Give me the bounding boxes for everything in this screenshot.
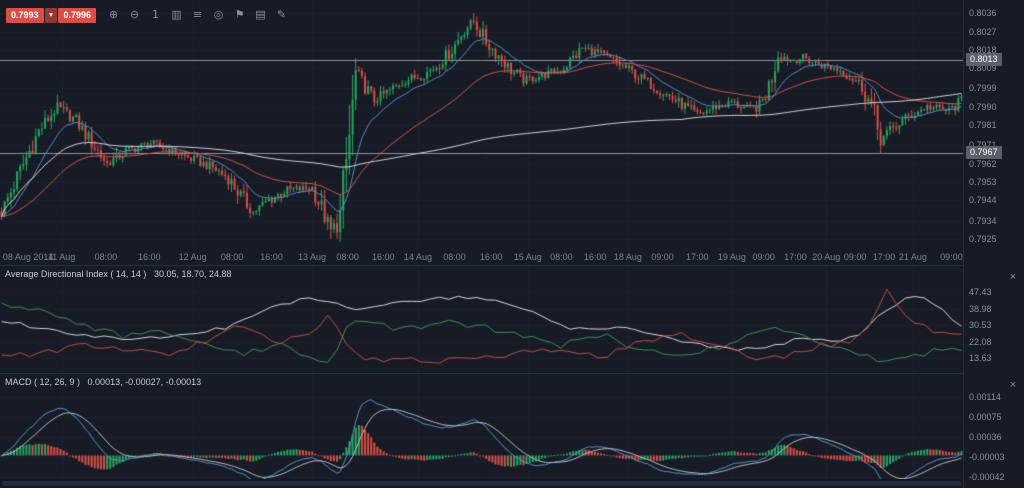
time-axis-label: 08:00 bbox=[443, 252, 466, 262]
axis-label: 22.08 bbox=[969, 336, 992, 347]
crosshair-icon: ◎ bbox=[213, 8, 224, 21]
ask-price-button[interactable]: 0.7996 bbox=[58, 7, 96, 23]
time-axis-label: 09:00 bbox=[752, 252, 775, 262]
indicators-icon: ≡ bbox=[192, 8, 203, 21]
axis-label: 0.00036 bbox=[969, 432, 1002, 442]
time-axis-label: 16:00 bbox=[137, 252, 161, 262]
adx-indicator-title: Average Directional Index ( 14, 14 ) bbox=[5, 269, 147, 279]
time-axis-label: 20 Aug bbox=[812, 252, 841, 262]
macd-panel-header: MACD ( 12, 26, 9 ) 0.00013, -0.00027, -0… bbox=[5, 377, 201, 388]
time-axis-label: 12 Aug bbox=[178, 252, 207, 262]
axis-label: 0.7962 bbox=[969, 158, 997, 169]
time-axis-label: 09:00 bbox=[843, 252, 867, 262]
time-axis-label: 14 Aug bbox=[403, 252, 432, 262]
time-axis-label: 09:00 bbox=[940, 252, 963, 262]
draw-icon: ✎ bbox=[276, 8, 287, 21]
macd-indicator-title: MACD ( 12, 26, 9 ) bbox=[5, 377, 81, 387]
macd-panel-close-button[interactable]: × bbox=[1006, 378, 1020, 391]
axis-label: 0.7934 bbox=[969, 215, 997, 226]
time-axis-label: 08:00 bbox=[336, 252, 359, 262]
axis-label: 0.8009 bbox=[969, 63, 997, 74]
layout-button[interactable]: ▤ bbox=[251, 7, 270, 23]
crosshair-button[interactable]: ◎ bbox=[209, 7, 228, 23]
zoom-in-icon: ⊕ bbox=[108, 8, 119, 21]
chart-type-button[interactable]: ▥ bbox=[167, 7, 186, 23]
price-alert-badge[interactable]: 0.8013 bbox=[966, 52, 1002, 66]
axis-label: 0.00114 bbox=[969, 392, 1001, 403]
axis-label: 0.8036 bbox=[969, 8, 997, 19]
axis-label: 0.7944 bbox=[969, 195, 997, 206]
macd-indicator-values: 0.00013, -0.00027, -0.00013 bbox=[87, 377, 202, 387]
time-axis-label: 08 Aug 2014 bbox=[2, 252, 54, 262]
axis-label: 0.7990 bbox=[969, 101, 997, 112]
time-axis-label: 16:00 bbox=[260, 252, 283, 262]
time-axis-label: 18 Aug bbox=[613, 252, 642, 262]
timeframe-button[interactable]: 1 bbox=[146, 7, 165, 23]
time-axis-label: 16:00 bbox=[479, 252, 503, 262]
time-axis-label: 17:00 bbox=[685, 252, 709, 262]
zoom-out-button[interactable]: ⊖ bbox=[125, 7, 144, 23]
axis-label: 38.98 bbox=[969, 303, 992, 314]
time-axis-label: 21 Aug bbox=[898, 252, 927, 262]
axis-label: 0.7981 bbox=[969, 120, 997, 130]
time-axis-label: 08:00 bbox=[94, 252, 118, 262]
axis-label: 30.53 bbox=[969, 320, 992, 331]
zoom-out-icon: ⊖ bbox=[129, 8, 140, 21]
axis-label: 0.00075 bbox=[969, 412, 1002, 423]
macd-indicator-chart[interactable] bbox=[0, 374, 963, 479]
panel-separator bbox=[0, 265, 1024, 266]
time-axis-label: 17:00 bbox=[784, 252, 807, 262]
horizontal-scrollbar[interactable] bbox=[0, 479, 963, 488]
adx-panel-header: Average Directional Index ( 14, 14 ) 30.… bbox=[5, 269, 232, 280]
indicators-button[interactable]: ≡ bbox=[188, 7, 207, 23]
axis-label: 0.8018 bbox=[969, 44, 997, 55]
time-axis-label: 15 Aug bbox=[513, 252, 542, 262]
time-axis-label: 11 Aug bbox=[47, 252, 76, 262]
adx-panel-close-button[interactable]: × bbox=[1006, 270, 1020, 283]
price-chart[interactable] bbox=[0, 0, 963, 250]
time-axis-label: 16:00 bbox=[372, 252, 395, 262]
price-direction-down-icon: ▼ bbox=[44, 7, 58, 23]
axis-label: -0.00003 bbox=[969, 451, 1005, 462]
timeframe-1-icon: 1 bbox=[152, 8, 159, 21]
time-axis-label: 17:00 bbox=[872, 252, 896, 262]
flag-button[interactable]: ⚑ bbox=[230, 7, 249, 23]
time-axis-label: 08:00 bbox=[220, 252, 244, 262]
time-axis[interactable]: 08 Aug 2014 11 Aug 08:00 16:00 12 Aug 08:00 16… bbox=[0, 250, 963, 265]
zoom-in-button[interactable]: ⊕ bbox=[104, 7, 123, 23]
flag-icon: ⚑ bbox=[234, 8, 245, 21]
draw-button[interactable]: ✎ bbox=[272, 7, 291, 23]
adx-indicator-values: 30.05, 18.70, 24.88 bbox=[153, 269, 232, 279]
axis-label: 0.7925 bbox=[969, 233, 997, 244]
chart-toolbar: 0.7993 ▼ 0.7996 ⊕ ⊖ 1 ▥ ≡ ◎ ⚑ ▤ ✎ bbox=[6, 7, 292, 23]
adx-indicator-chart[interactable] bbox=[0, 266, 963, 373]
chart-type-icon: ▥ bbox=[171, 8, 182, 21]
layout-icon: ▤ bbox=[255, 8, 266, 21]
axis-label: 0.7953 bbox=[969, 176, 997, 187]
axis-label: 47.43 bbox=[969, 287, 992, 298]
axis-label: 13.63 bbox=[969, 353, 992, 364]
bid-price-button[interactable]: 0.7993 bbox=[6, 7, 44, 23]
time-axis-label: 19 Aug bbox=[717, 252, 746, 262]
price-axis[interactable]: 0.8013 0.7967 × × 0.8036 0.8027 0.8018 0.80… bbox=[963, 0, 1024, 488]
time-axis-label: 13 Aug bbox=[297, 252, 327, 262]
scrollbar-handle[interactable] bbox=[2, 481, 961, 486]
price-alert-badge[interactable]: 0.7967 bbox=[966, 146, 1002, 160]
axis-label: -0.00042 bbox=[969, 471, 1005, 482]
axis-label: 0.7999 bbox=[969, 83, 997, 94]
axis-label: 0.8027 bbox=[969, 26, 997, 37]
time-axis-label: 16:00 bbox=[583, 252, 607, 262]
time-axis-label: 09:00 bbox=[651, 252, 674, 262]
time-axis-label: 08:00 bbox=[550, 252, 573, 262]
axis-label: 0.7971 bbox=[969, 140, 997, 151]
panel-separator bbox=[0, 373, 1024, 374]
